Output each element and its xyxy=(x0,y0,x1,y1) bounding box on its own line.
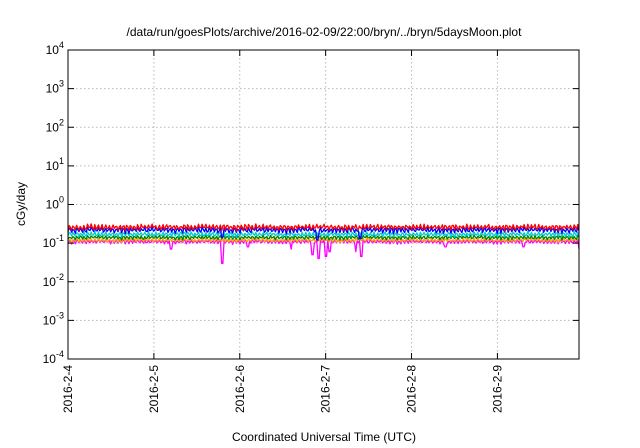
x-tick-label: 2016-2-5 xyxy=(147,365,161,413)
x-tick-label: 2016-2-4 xyxy=(61,365,75,413)
y-tick-label: 10-3 xyxy=(43,310,64,327)
y-tick-label: 100 xyxy=(46,195,64,212)
label-layer: 10-4 10-3 10-2 10-1 100 101 102 103 104 2016-2-4 2… xyxy=(43,40,505,413)
y-tick-label: 103 xyxy=(46,79,64,96)
series-line xyxy=(67,226,580,241)
y-tick-label: 10-4 xyxy=(43,349,64,366)
series-line xyxy=(67,223,580,232)
x-tick-label: 2016-2-7 xyxy=(319,365,333,413)
chart-title: /data/run/goesPlots/archive/2016-02-09/2… xyxy=(127,25,523,39)
grid-layer xyxy=(68,50,579,359)
y-tick-label: 10-2 xyxy=(43,272,64,289)
x-tick-label: 2016-2-6 xyxy=(233,365,247,413)
tick-layer xyxy=(67,49,579,360)
series-line xyxy=(67,230,580,239)
x-tick-label: 2016-2-9 xyxy=(490,365,504,413)
series-layer xyxy=(67,223,580,264)
series-line xyxy=(67,234,580,241)
series-line xyxy=(67,238,580,264)
y-tick-label: 104 xyxy=(46,40,64,57)
y-tick-label: 101 xyxy=(46,156,64,173)
x-axis-label: Coordinated Universal Time (UTC) xyxy=(232,430,416,444)
y-tick-label: 102 xyxy=(46,117,64,134)
x-tick-label: 2016-2-8 xyxy=(405,365,419,413)
y-axis-label: cGy/day xyxy=(14,182,28,226)
series-line xyxy=(67,237,580,244)
y-tick-label: 10-1 xyxy=(43,233,64,250)
